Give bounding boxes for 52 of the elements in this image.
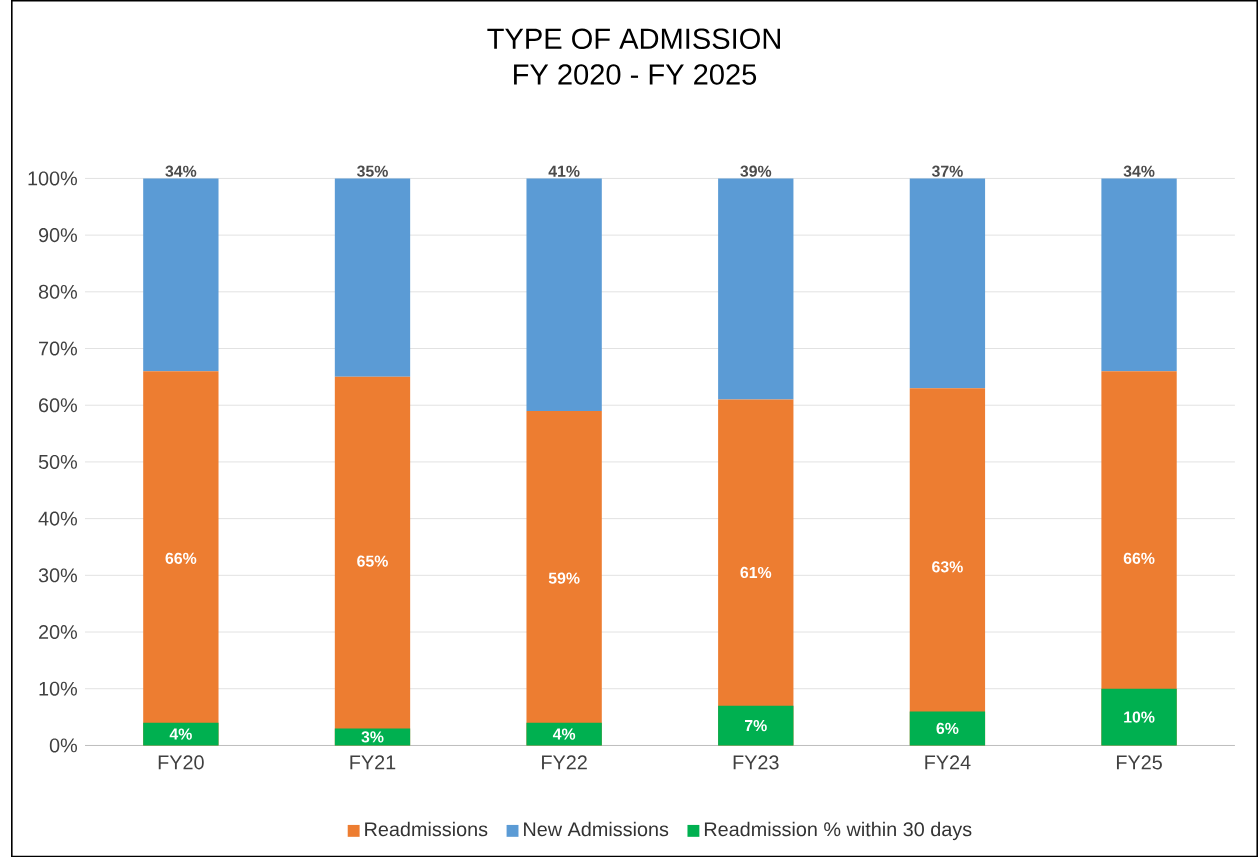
bar xyxy=(526,722,602,746)
y-tick-label: 30% xyxy=(38,568,77,583)
data-label: 3% xyxy=(361,731,384,743)
legend-label: New Admissions xyxy=(524,821,669,837)
bar xyxy=(909,178,986,388)
data-label: 59% xyxy=(548,572,580,584)
data-label: 66% xyxy=(165,552,197,564)
y-tick-label: 10% xyxy=(39,681,77,696)
data-label: 6% xyxy=(936,722,959,734)
x-tick-label: FY23 xyxy=(733,755,779,770)
data-label: 7% xyxy=(745,719,767,731)
data-label: 63% xyxy=(932,560,963,573)
data-label: 10% xyxy=(1124,711,1155,723)
y-tick-label: 40% xyxy=(38,511,77,526)
data-label: 34% xyxy=(1123,165,1155,177)
x-tick-label: FY21 xyxy=(350,755,396,770)
bar xyxy=(1101,178,1177,371)
y-tick-label: 90% xyxy=(38,227,77,242)
y-tick-label: 0% xyxy=(49,738,78,753)
x-tick-label: FY20 xyxy=(158,755,204,770)
data-label: 61% xyxy=(740,566,772,578)
x-tick-label: FY24 xyxy=(925,755,971,770)
x-tick-label: FY22 xyxy=(542,755,587,770)
y-tick-label: 20% xyxy=(39,624,77,639)
y-tick-label: 80% xyxy=(38,284,77,299)
data-label: 41% xyxy=(548,165,580,177)
data-label: 4% xyxy=(169,728,192,740)
data-label: 37% xyxy=(931,165,963,177)
bar xyxy=(526,178,602,411)
bar xyxy=(334,728,411,746)
chart-title: TYPE OF ADMISSION xyxy=(487,28,780,49)
bar xyxy=(143,722,219,746)
data-label: 65% xyxy=(357,555,388,567)
data-label: 66% xyxy=(1123,552,1155,564)
y-tick-label: 100% xyxy=(28,171,77,186)
chart-subtitle: FY 2020 - FY 2025 xyxy=(514,63,757,85)
legend-label: Readmission % within 30 days xyxy=(704,821,972,841)
data-label: 4% xyxy=(552,728,576,740)
legend-label: Readmissions xyxy=(365,821,488,837)
data-label: 34% xyxy=(165,165,197,177)
bar xyxy=(1101,688,1177,746)
data-label: 35% xyxy=(357,165,388,177)
bar xyxy=(718,705,794,746)
bar xyxy=(143,178,219,371)
y-tick-label: 60% xyxy=(39,397,77,413)
bar xyxy=(718,178,794,400)
data-label: 39% xyxy=(740,165,772,177)
y-tick-label: 70% xyxy=(39,341,77,356)
bar xyxy=(909,711,986,746)
x-tick-label: FY25 xyxy=(1116,755,1162,770)
y-tick-label: 50% xyxy=(38,454,77,469)
bar xyxy=(334,178,411,377)
